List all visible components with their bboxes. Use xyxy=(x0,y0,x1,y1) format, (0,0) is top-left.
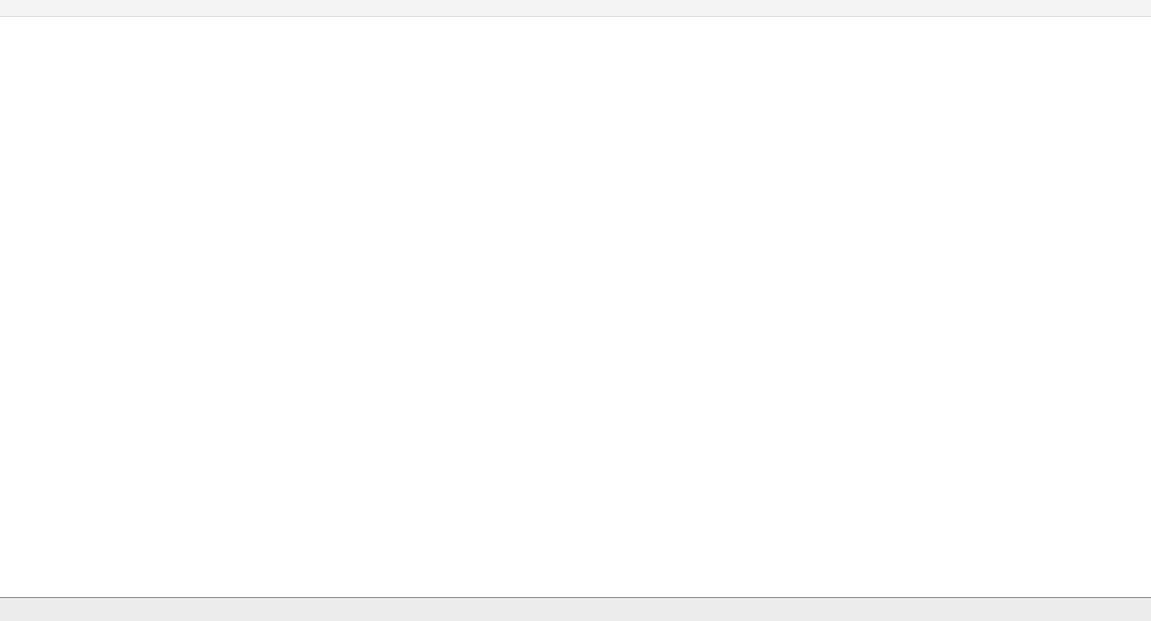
chart-tab-bar xyxy=(0,597,1151,621)
timeframe-toolbar xyxy=(0,0,1151,17)
chart-canvas[interactable] xyxy=(0,17,1151,597)
